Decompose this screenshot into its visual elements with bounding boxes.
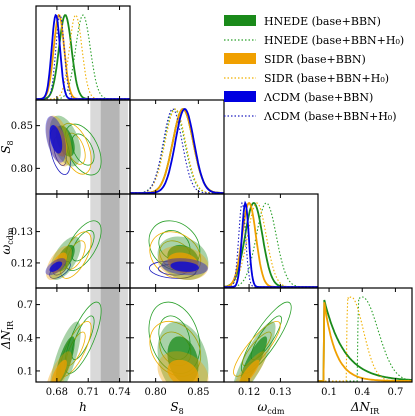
x-tick-label-h: 0.68 — [46, 387, 68, 398]
contour-fill-sidr-base-bbn--1 — [167, 359, 199, 382]
marginal-curve--cdm-base-bbn- — [224, 200, 318, 288]
x-tick-label-S8: 0.80 — [145, 387, 167, 398]
legend-label-2: SIDR (base+BBN) — [264, 53, 366, 66]
legend-label-4: ΛCDM (base+BBN) — [263, 91, 373, 104]
legend-label-5: ΛCDM (base+BBN+H₀) — [263, 110, 397, 123]
x-tick-label-omega_cdm: 0.12 — [238, 387, 260, 398]
y-axis-label-S8: S8 — [0, 140, 15, 153]
y-tick-label-S8: 0.85 — [11, 121, 33, 132]
x-tick-label-DeltaN_IR: 0.7 — [387, 387, 403, 398]
y-tick-label-omega_cdm: 0.12 — [11, 258, 33, 269]
legend-swatch-2 — [224, 53, 256, 64]
panel-S8-omega_cdm — [148, 220, 209, 281]
x-tick-label-h: 0.71 — [77, 387, 99, 398]
panel-frame — [35, 5, 131, 101]
marginal-S8 — [130, 108, 224, 194]
x-axis-label-DeltaN_IR: ΔNIR — [350, 400, 380, 416]
legend-label-0: HNEDE (base+BBN) — [264, 15, 381, 28]
marginal-curve--cdm-base-bbn- — [130, 108, 224, 194]
h0-band-inner — [100, 288, 120, 382]
y-tick-label-omega_cdm: 0.13 — [11, 227, 33, 238]
contour-fill-sidr-base-bbn--1 — [238, 359, 260, 382]
y-tick-label-DeltaN_IR: 0.4 — [17, 333, 33, 344]
panel-frame — [129, 99, 225, 195]
x-axis-label-h: h — [79, 400, 87, 414]
marginal-curve-sidr-base-bbn- — [130, 108, 224, 194]
marginal-DeltaN_IR — [318, 296, 412, 382]
marginal-curve-sidr-base-bbn-h- — [224, 202, 318, 288]
x-axis-label-omega_cdm: ωcdm — [258, 400, 285, 416]
panel-S8-DeltaN_IR — [148, 301, 209, 382]
panel-frame — [317, 287, 413, 383]
x-tick-label-DeltaN_IR: 0.1 — [321, 387, 337, 398]
h0-band-inner — [100, 100, 120, 194]
marginal-curve-sidr-base-bbn- — [318, 302, 412, 382]
x-tick-label-omega_cdm: 0.13 — [269, 387, 291, 398]
legend-label-3: SIDR (base+BBN+H₀) — [264, 72, 389, 85]
contour-line-hnede-base-bbn-h--2 — [64, 301, 102, 374]
h0-band-inner — [100, 194, 120, 288]
y-tick-label-S8: 0.80 — [11, 164, 33, 175]
legend: HNEDE (base+BBN) HNEDE (base+BBN+H₀) SIDR … — [224, 15, 404, 123]
marginal-omega_cdm — [224, 200, 318, 288]
marginal-curve--cdm-base-bbn- — [36, 13, 130, 100]
x-tick-label-DeltaN_IR: 0.4 — [354, 387, 370, 398]
contour-fill--cdm-base-bbn--1 — [49, 125, 63, 154]
marginal-curve-hnede-base-bbn- — [318, 299, 412, 382]
y-tick-label-DeltaN_IR: 0.7 — [17, 300, 33, 311]
panel-h-S8 — [45, 115, 102, 176]
contour-fill-sidr-base-bbn--1 — [51, 359, 67, 382]
marginal-curve-sidr-base-bbn-h- — [130, 108, 224, 194]
legend-swatch-0 — [224, 15, 256, 26]
contour-fill--cdm-base-bbn--1 — [49, 261, 63, 272]
panel-h-DeltaN_IR — [46, 301, 102, 382]
y-axis-label-DeltaN_IR: ΔNIR — [0, 320, 15, 350]
panel-h-omega_cdm — [45, 220, 102, 281]
contour-line-sidr-base-bbn-h--2 — [233, 320, 281, 377]
x-tick-label-h: 0.74 — [108, 387, 130, 398]
y-tick-label-DeltaN_IR: 0.1 — [17, 366, 33, 377]
contour-fill--cdm-base-bbn--1 — [170, 261, 199, 272]
panels-layer: 0.68 0.71 0.74 0.80 0.85 0.12 0.13 0.1 0.4 0.7 0.8… — [0, 5, 413, 416]
legend-swatch-4 — [224, 91, 256, 102]
x-axis-label-S8: S8 — [170, 400, 183, 416]
marginal-curve-hnede-base-bbn-h- — [318, 296, 412, 382]
panel-omega_cdm-DeltaN_IR — [231, 301, 292, 382]
x-tick-label-S8: 0.85 — [187, 387, 209, 398]
legend-label-1: HNEDE (base+BBN+H₀) — [264, 34, 404, 47]
y-axis-label-omega_cdm: ωcdm — [0, 227, 15, 254]
marginal-h — [36, 13, 130, 100]
